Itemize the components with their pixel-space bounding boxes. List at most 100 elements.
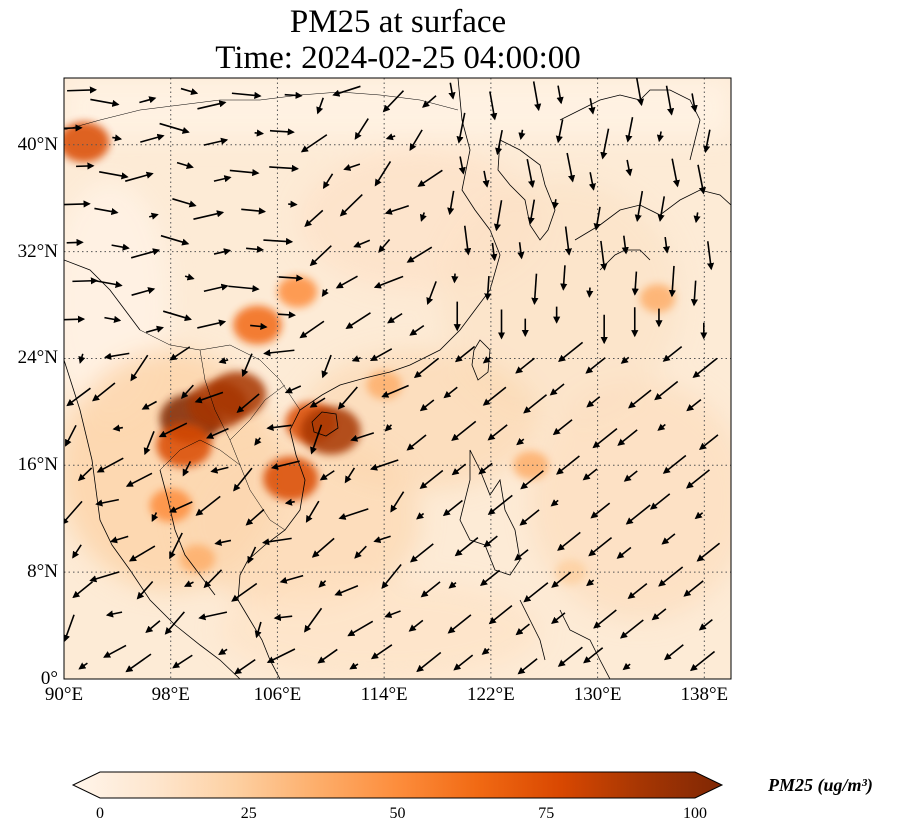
wind-arrow <box>374 160 392 187</box>
wind-arrow <box>316 97 324 115</box>
wind-arrow <box>231 582 258 602</box>
wind-arrow <box>662 236 670 254</box>
colorbar-label: PM25 (ug/m³) <box>768 775 873 795</box>
wind-arrow <box>419 399 435 412</box>
wind-arrow <box>214 538 232 546</box>
wind-arrow <box>321 354 332 379</box>
wind-arrow <box>627 582 648 600</box>
wind-arrow <box>304 209 324 228</box>
wind-arrow <box>694 511 704 520</box>
wind-arrow <box>482 170 490 188</box>
wind-arrow <box>203 569 223 589</box>
wind-arrow <box>495 129 503 156</box>
longitude-tick-label: 138°E <box>680 684 729 705</box>
wind-arrow <box>99 171 129 180</box>
wind-arrow <box>158 422 188 438</box>
wind-arrow <box>337 386 358 410</box>
wind-arrow <box>72 544 82 559</box>
wind-arrow <box>131 287 156 296</box>
wind-arrow <box>622 662 631 671</box>
wind-arrow <box>658 566 684 587</box>
wind-arrow <box>125 653 152 673</box>
wind-arrow <box>125 171 154 182</box>
wind-arrow <box>229 169 260 177</box>
coastlines <box>64 78 731 679</box>
wind-arrow <box>182 461 192 477</box>
wind-arrow <box>203 137 229 146</box>
wind-arrow <box>706 241 715 271</box>
wind-arrow <box>67 86 98 94</box>
wind-arrow <box>483 535 498 548</box>
wind-arrow <box>487 424 508 441</box>
wind-arrow <box>246 245 265 253</box>
wind-arrow <box>318 580 327 588</box>
wind-arrow <box>656 131 664 143</box>
wind-arrow <box>338 508 369 520</box>
wind-arrow <box>350 432 375 442</box>
colorbar-gradient <box>71 771 724 799</box>
wind-arrow <box>169 346 191 361</box>
wind-arrow <box>284 498 295 506</box>
wind-arrow <box>625 117 634 143</box>
wind-arrow <box>493 200 503 232</box>
wind-arrow <box>518 129 526 140</box>
wind-arrow <box>130 354 149 382</box>
wind-vectors <box>64 78 721 675</box>
wind-arrow <box>532 81 542 112</box>
wind-arrow <box>549 383 565 396</box>
wind-arrow <box>284 91 303 99</box>
wind-arrow <box>236 393 260 413</box>
wind-arrow <box>487 494 513 516</box>
wind-arrow <box>197 319 227 329</box>
wind-arrow <box>172 654 193 669</box>
wind-arrow <box>112 424 124 432</box>
wind-arrow <box>254 621 262 639</box>
wind-arrow <box>66 387 91 407</box>
wind-arrow <box>203 283 229 293</box>
wind-arrow <box>148 212 159 220</box>
wind-arrow <box>560 265 568 291</box>
wind-arrow <box>266 423 292 432</box>
wind-arrow <box>168 501 193 513</box>
wind-arrow <box>164 611 185 635</box>
wind-arrow <box>479 569 501 587</box>
wind-arrow <box>662 454 687 474</box>
wind-arrow <box>556 455 580 475</box>
wind-arrow <box>349 662 359 670</box>
wind-arrow <box>322 173 334 190</box>
wind-arrow <box>91 279 123 289</box>
wind-arrow <box>384 423 393 432</box>
wind-arrow <box>588 537 613 557</box>
wind-arrow <box>180 384 194 399</box>
wind-arrow <box>592 428 618 449</box>
wind-arrow <box>556 85 564 105</box>
wind-arrow <box>482 356 491 364</box>
wind-arrow <box>369 348 393 361</box>
pm25-hotspot <box>277 275 318 308</box>
wind-arrow <box>588 172 596 191</box>
wind-arrow <box>686 398 702 412</box>
wind-arrow <box>514 549 529 561</box>
wind-arrow <box>482 386 507 406</box>
pm25-hotspot <box>513 451 549 480</box>
colorbar-tick-label: 75 <box>538 805 555 822</box>
wind-arrow <box>309 245 332 267</box>
wind-arrow <box>78 662 88 670</box>
latitude-tick-label: 0° <box>40 668 58 689</box>
wind-arrow <box>685 469 710 489</box>
colorbar-tick-label: 50 <box>389 805 406 822</box>
wind-arrow <box>555 119 564 144</box>
wind-arrow <box>657 423 666 431</box>
wind-arrow <box>213 248 232 256</box>
wind-arrow <box>96 457 124 473</box>
wind-arrow <box>523 582 549 603</box>
pm25-hotspot <box>179 544 216 573</box>
pm25-hotspot <box>233 305 282 345</box>
wind-arrow <box>183 580 194 587</box>
wind-arrow <box>169 532 183 560</box>
wind-arrow <box>278 274 304 282</box>
wind-arrow <box>551 199 559 210</box>
map-frame <box>63 77 732 680</box>
wind-arrow <box>590 502 611 519</box>
wind-arrow <box>634 190 644 223</box>
